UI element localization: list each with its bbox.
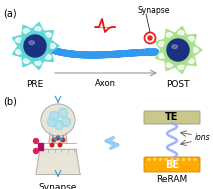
Text: ReRAM: ReRAM	[156, 175, 188, 184]
Circle shape	[33, 149, 39, 153]
Text: ions: ions	[195, 133, 211, 143]
Circle shape	[49, 112, 59, 121]
Text: (b): (b)	[3, 97, 17, 107]
Polygon shape	[12, 22, 59, 70]
Ellipse shape	[188, 37, 194, 41]
Circle shape	[24, 35, 46, 57]
Circle shape	[61, 138, 65, 142]
Polygon shape	[49, 133, 67, 143]
Circle shape	[58, 143, 62, 147]
Circle shape	[165, 159, 167, 160]
Ellipse shape	[178, 31, 184, 35]
Ellipse shape	[166, 33, 172, 37]
Ellipse shape	[35, 27, 41, 31]
Text: TE: TE	[165, 112, 179, 122]
Text: Synapse: Synapse	[39, 183, 77, 189]
Circle shape	[164, 36, 193, 64]
Polygon shape	[38, 143, 43, 150]
Text: (a): (a)	[3, 8, 17, 18]
Circle shape	[33, 139, 39, 143]
Text: Synapse: Synapse	[137, 6, 169, 15]
Circle shape	[62, 118, 71, 126]
Circle shape	[59, 108, 68, 118]
Ellipse shape	[45, 55, 51, 59]
Circle shape	[154, 159, 156, 160]
Ellipse shape	[49, 44, 55, 48]
Circle shape	[20, 32, 49, 60]
Text: BE: BE	[165, 160, 179, 170]
Circle shape	[56, 136, 60, 140]
Ellipse shape	[23, 29, 29, 33]
Ellipse shape	[178, 65, 184, 69]
Text: Axon: Axon	[95, 79, 115, 88]
Circle shape	[188, 159, 190, 160]
Ellipse shape	[188, 59, 194, 63]
FancyBboxPatch shape	[144, 157, 200, 172]
Circle shape	[177, 159, 179, 160]
Circle shape	[194, 159, 196, 160]
Circle shape	[167, 39, 189, 61]
Ellipse shape	[23, 59, 29, 63]
Circle shape	[148, 36, 152, 40]
Ellipse shape	[16, 50, 22, 54]
Ellipse shape	[166, 63, 172, 67]
Text: POST: POST	[166, 80, 190, 89]
Circle shape	[47, 118, 56, 126]
Circle shape	[160, 159, 161, 160]
Circle shape	[171, 159, 173, 160]
Circle shape	[55, 121, 63, 129]
Circle shape	[50, 143, 54, 147]
Ellipse shape	[159, 42, 165, 46]
Text: PRE: PRE	[26, 80, 44, 89]
Circle shape	[148, 159, 150, 160]
Ellipse shape	[35, 61, 41, 65]
Polygon shape	[155, 26, 202, 74]
Ellipse shape	[41, 104, 75, 136]
Polygon shape	[40, 143, 76, 149]
Ellipse shape	[29, 41, 35, 45]
Circle shape	[52, 138, 56, 142]
Ellipse shape	[16, 38, 22, 42]
Ellipse shape	[172, 45, 177, 49]
Ellipse shape	[45, 33, 51, 37]
Circle shape	[183, 159, 184, 160]
FancyBboxPatch shape	[144, 111, 200, 124]
Ellipse shape	[159, 54, 165, 58]
Ellipse shape	[192, 48, 198, 52]
Polygon shape	[36, 149, 80, 174]
